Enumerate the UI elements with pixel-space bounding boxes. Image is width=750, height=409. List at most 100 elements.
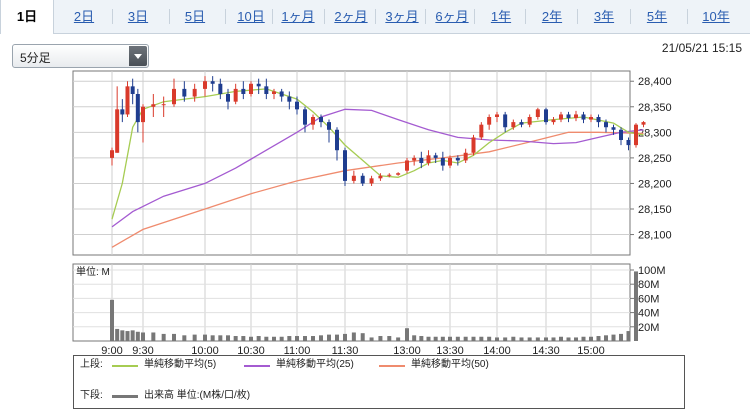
candle-body — [412, 157, 417, 161]
chart-legend: 上段: 単純移動平均(5) 単純移動平均(25) 単純移動平均(50) 下段: … — [73, 355, 685, 409]
tab-10[interactable]: 2年 — [541, 9, 563, 24]
tab-11[interactable]: 3年 — [593, 9, 615, 24]
volume-bar — [311, 336, 315, 341]
tab-12[interactable]: 5年 — [646, 9, 668, 24]
tab-1[interactable]: 2日 — [73, 9, 95, 24]
x-tick-label: 15:00 — [577, 345, 605, 357]
tab-8[interactable]: 6ヶ月 — [435, 9, 469, 24]
candle-body — [551, 119, 556, 123]
volume-bar — [141, 332, 145, 341]
candle-body — [192, 88, 197, 97]
candle-body — [527, 117, 532, 125]
volume-bar — [279, 336, 284, 341]
legend-volume-swatch — [112, 395, 138, 398]
legend-ma25-swatch — [244, 365, 270, 367]
price-tick-label: 28,100 — [638, 230, 672, 242]
candle-body — [161, 104, 166, 106]
volume-unit-label: 単位: M — [76, 265, 110, 278]
volume-bar — [125, 331, 130, 341]
x-tick-label: 9:30 — [132, 345, 153, 357]
candle-body — [589, 117, 593, 120]
volume-bar — [203, 334, 207, 341]
legend-volume-label: 出来高 単位:(M株/口/枚) — [144, 390, 251, 401]
volume-bar — [369, 337, 374, 341]
volume-bar — [519, 337, 524, 341]
volume-bar — [182, 335, 187, 341]
volume-bar — [272, 336, 276, 341]
volume-bar — [581, 336, 586, 341]
tab-separator — [577, 9, 578, 24]
candle-body — [264, 86, 269, 94]
volume-bar — [351, 332, 356, 341]
candle-body — [256, 83, 261, 87]
x-tick-label: 11:00 — [284, 345, 311, 357]
volume-bar — [264, 336, 269, 341]
tab-7[interactable]: 3ヶ月 — [385, 9, 419, 24]
candle-body — [426, 155, 431, 163]
volume-bar — [574, 337, 578, 341]
x-tick-label: 11:30 — [332, 345, 359, 357]
candle-body — [535, 109, 540, 117]
volume-bar — [172, 333, 176, 341]
tab-13[interactable]: 10年 — [702, 9, 730, 24]
legend-ma50-label: 単純移動平均(50) — [411, 359, 489, 370]
tab-9[interactable]: 1年 — [490, 9, 512, 24]
tab-separator — [324, 9, 325, 24]
volume-bar — [378, 336, 383, 341]
candle-body — [218, 83, 223, 94]
volume-bar — [511, 336, 516, 341]
price-tick-label: 28,400 — [638, 76, 672, 88]
tab-2[interactable]: 3日 — [127, 9, 149, 24]
ma50-line — [111, 131, 644, 248]
x-tick-label: 14:30 — [532, 345, 560, 357]
volume-bar — [471, 336, 476, 341]
volume-bar — [495, 337, 499, 341]
candle-body — [303, 109, 307, 125]
price-tick-label: 28,350 — [638, 102, 672, 114]
volume-tick-label: 80M — [638, 279, 659, 291]
tab-6[interactable]: 2ヶ月 — [334, 9, 368, 24]
tab-5[interactable]: 1ヶ月 — [281, 9, 315, 24]
volume-bar — [396, 337, 401, 341]
volume-bar — [463, 336, 468, 341]
candle-body — [626, 140, 631, 146]
tab-separator — [425, 9, 426, 24]
volume-bar — [343, 333, 347, 341]
volume-bar — [619, 333, 623, 341]
volume-bar — [405, 328, 409, 341]
volume-bar — [120, 330, 125, 341]
candle-body — [151, 104, 156, 107]
volume-bar — [192, 334, 197, 341]
tab-4[interactable]: 10日 — [237, 9, 265, 24]
x-tick-label: 13:00 — [393, 345, 421, 357]
volume-bar — [503, 337, 508, 341]
legend-ma5-label: 単純移動平均(5) — [144, 359, 217, 370]
candle-body — [141, 106, 145, 123]
volume-bar — [544, 337, 548, 341]
candle-body — [369, 178, 374, 184]
volume-bar — [130, 330, 135, 341]
candle-body — [611, 127, 616, 130]
volume-bar — [527, 337, 532, 341]
volume-bar — [303, 336, 307, 341]
volume-bar — [287, 336, 292, 341]
tab-separator — [525, 9, 526, 24]
tab-separator — [112, 9, 113, 24]
interval-select[interactable]: 5分足 — [12, 44, 149, 68]
candle-body — [319, 117, 323, 123]
x-tick-label: 14:00 — [483, 345, 511, 357]
volume-bar — [611, 334, 616, 341]
interval-select-value: 5分足 — [20, 51, 51, 65]
price-tick-label: 28,250 — [638, 153, 672, 165]
candle-body — [596, 117, 601, 123]
tab-3[interactable]: 5日 — [184, 9, 206, 24]
tab-0[interactable]: 1日 — [0, 0, 54, 34]
candle-body — [360, 175, 365, 184]
chevron-down-icon[interactable] — [129, 46, 147, 66]
candle-body — [511, 122, 516, 128]
tab-separator — [630, 9, 631, 24]
volume-bar — [604, 335, 608, 341]
candle-body — [440, 157, 445, 166]
candle-body — [311, 117, 315, 125]
volume-bar — [319, 335, 323, 341]
